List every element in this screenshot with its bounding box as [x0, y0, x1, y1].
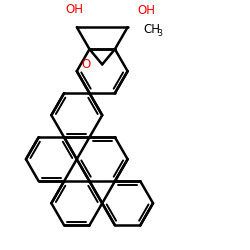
Text: O: O: [82, 58, 91, 71]
Text: OH: OH: [138, 4, 156, 17]
Text: 3: 3: [157, 29, 162, 38]
Text: OH: OH: [65, 3, 83, 16]
Text: CH: CH: [144, 23, 161, 36]
